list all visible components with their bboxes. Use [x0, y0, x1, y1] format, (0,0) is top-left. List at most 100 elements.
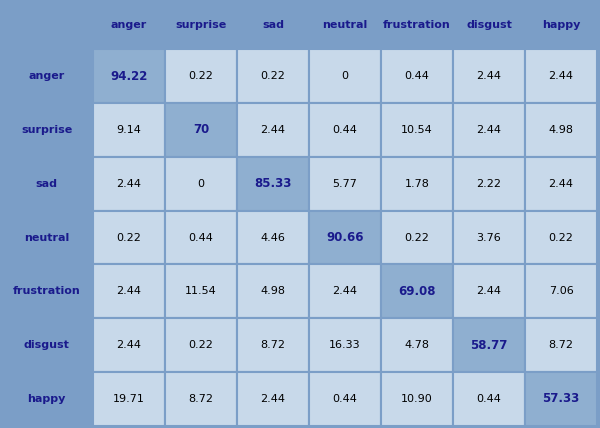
Text: 4.98: 4.98 [548, 125, 574, 135]
Bar [309, 49, 381, 103]
Text: 11.54: 11.54 [185, 286, 217, 296]
Bar [237, 372, 309, 426]
Text: 0.22: 0.22 [548, 232, 574, 243]
Text: 2.44: 2.44 [476, 71, 502, 81]
Bar [453, 265, 525, 318]
Text: 4.46: 4.46 [260, 232, 286, 243]
Text: anger: anger [28, 71, 65, 81]
Bar [0, 49, 93, 426]
Bar [453, 318, 525, 372]
Text: 9.14: 9.14 [116, 125, 142, 135]
Text: 2.44: 2.44 [260, 394, 286, 404]
Bar [165, 103, 237, 157]
Bar [381, 157, 453, 211]
Bar [165, 157, 237, 211]
Text: 0.22: 0.22 [188, 71, 214, 81]
Bar [93, 103, 165, 157]
Bar [381, 103, 453, 157]
Bar [93, 0, 597, 49]
Text: 8.72: 8.72 [188, 394, 214, 404]
Text: 0.44: 0.44 [188, 232, 214, 243]
Text: 7.06: 7.06 [548, 286, 574, 296]
Text: 4.78: 4.78 [404, 340, 430, 350]
Bar [381, 372, 453, 426]
Text: 70: 70 [193, 123, 209, 137]
Text: sad: sad [35, 179, 58, 189]
Text: sad: sad [262, 20, 284, 30]
Bar [453, 157, 525, 211]
Bar [453, 211, 525, 265]
Text: 57.33: 57.33 [542, 392, 580, 405]
Bar [165, 211, 237, 265]
Text: 0: 0 [341, 71, 349, 81]
Bar [381, 49, 453, 103]
Text: 90.66: 90.66 [326, 231, 364, 244]
Bar [525, 211, 597, 265]
Text: 2.44: 2.44 [332, 286, 358, 296]
Text: 0.44: 0.44 [332, 125, 358, 135]
Bar [93, 211, 165, 265]
Text: 10.54: 10.54 [401, 125, 433, 135]
Text: 0.22: 0.22 [188, 340, 214, 350]
Text: surprise: surprise [21, 125, 72, 135]
Text: 0.44: 0.44 [476, 394, 502, 404]
Bar [237, 211, 309, 265]
Text: happy: happy [542, 20, 580, 30]
Text: 2.44: 2.44 [116, 179, 142, 189]
Text: 0: 0 [197, 179, 205, 189]
Text: 8.72: 8.72 [260, 340, 286, 350]
Bar [165, 372, 237, 426]
Text: neutral: neutral [322, 20, 368, 30]
Bar [453, 49, 525, 103]
Text: frustration: frustration [13, 286, 80, 296]
Text: 3.76: 3.76 [476, 232, 502, 243]
Text: 0.44: 0.44 [404, 71, 430, 81]
Bar [453, 103, 525, 157]
Text: 69.08: 69.08 [398, 285, 436, 298]
Bar [93, 372, 165, 426]
Text: 5.77: 5.77 [332, 179, 358, 189]
Bar [525, 103, 597, 157]
Text: 58.77: 58.77 [470, 339, 508, 352]
Bar [525, 157, 597, 211]
Text: 94.22: 94.22 [110, 70, 148, 83]
Text: happy: happy [28, 394, 65, 404]
Bar [309, 318, 381, 372]
Bar [381, 211, 453, 265]
Bar [309, 372, 381, 426]
Bar [93, 318, 165, 372]
Text: 0.22: 0.22 [260, 71, 286, 81]
Bar [525, 265, 597, 318]
Bar [93, 49, 165, 103]
Text: 2.44: 2.44 [548, 71, 574, 81]
Text: 8.72: 8.72 [548, 340, 574, 350]
Text: 16.33: 16.33 [329, 340, 361, 350]
Text: 85.33: 85.33 [254, 177, 292, 190]
Text: frustration: frustration [383, 20, 451, 30]
Text: 0.22: 0.22 [404, 232, 430, 243]
Text: neutral: neutral [24, 232, 69, 243]
Bar [93, 49, 597, 426]
Text: 4.98: 4.98 [260, 286, 286, 296]
Bar [237, 157, 309, 211]
Text: 2.44: 2.44 [548, 179, 574, 189]
Text: 2.44: 2.44 [476, 286, 502, 296]
Text: anger: anger [111, 20, 147, 30]
Bar [165, 49, 237, 103]
Text: 2.44: 2.44 [116, 340, 142, 350]
Text: 19.71: 19.71 [113, 394, 145, 404]
Bar [237, 49, 309, 103]
Text: 2.44: 2.44 [260, 125, 286, 135]
Bar [237, 103, 309, 157]
Bar [525, 49, 597, 103]
Bar [309, 103, 381, 157]
Text: 1.78: 1.78 [404, 179, 430, 189]
Text: 2.22: 2.22 [476, 179, 502, 189]
Text: disgust: disgust [466, 20, 512, 30]
Bar [93, 265, 165, 318]
Bar [165, 265, 237, 318]
Bar [525, 318, 597, 372]
Bar [525, 372, 597, 426]
Text: 2.44: 2.44 [476, 125, 502, 135]
Text: 2.44: 2.44 [116, 286, 142, 296]
